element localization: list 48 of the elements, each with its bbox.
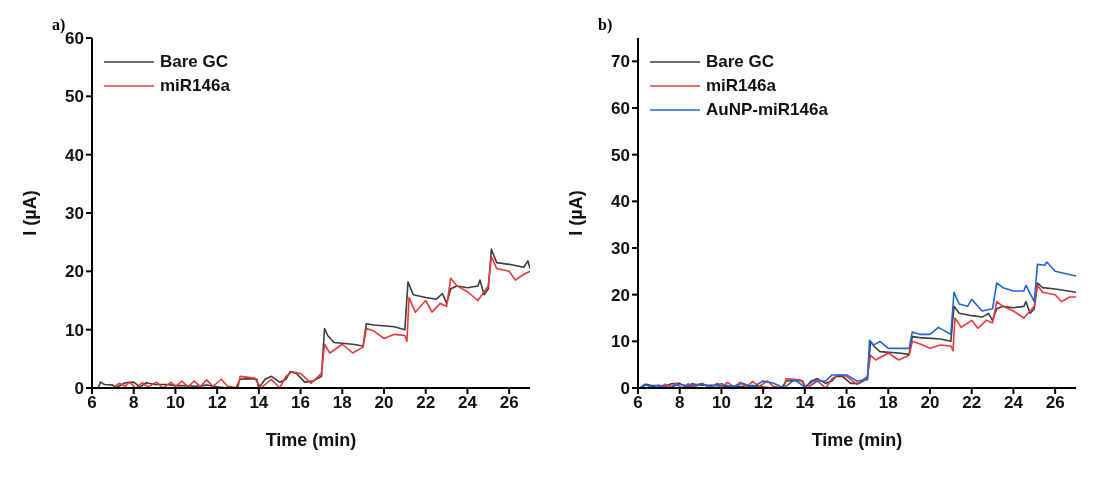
y-tick-label: 50 xyxy=(611,145,630,165)
y-tick-label: 40 xyxy=(611,192,630,212)
x-tick-label: 18 xyxy=(878,393,898,413)
x-tick-label: 14 xyxy=(795,393,815,413)
chart-title: b) xyxy=(598,16,613,34)
y-axis-title: I (µA) xyxy=(20,190,41,236)
y-tick-label: 0 xyxy=(74,379,84,399)
x-tick-label: 14 xyxy=(249,393,269,413)
y-tick-label: 20 xyxy=(65,262,84,282)
y-tick-label: 50 xyxy=(65,87,84,107)
x-tick-label: 10 xyxy=(711,393,731,413)
x-tick-label: 8 xyxy=(674,393,685,413)
x-tick-label: 20 xyxy=(920,393,940,413)
legend-label: miR146a xyxy=(160,76,230,96)
y-tick-label: 0 xyxy=(620,379,630,399)
y-tick-label: 60 xyxy=(65,29,84,49)
x-tick-label: 26 xyxy=(499,393,519,413)
x-tick-label: 24 xyxy=(457,393,478,413)
y-tick-label: 10 xyxy=(65,320,84,340)
x-tick-label: 12 xyxy=(753,393,773,413)
x-tick-label: 10 xyxy=(165,393,185,413)
x-tick-label: 24 xyxy=(1003,393,1024,413)
legend-label: Bare GC xyxy=(160,52,229,72)
x-tick-label: 12 xyxy=(207,393,227,413)
y-tick-label: 40 xyxy=(65,145,84,165)
y-tick-label: 30 xyxy=(65,204,84,224)
x-axis-title: Time (min) xyxy=(265,430,357,450)
y-tick-label: 20 xyxy=(611,285,630,305)
legend-label: Bare GC xyxy=(706,52,775,72)
x-tick-label: 16 xyxy=(837,393,857,413)
x-tick-label: 6 xyxy=(633,393,643,413)
legend-label: miR146a xyxy=(706,76,776,96)
x-tick-label: 16 xyxy=(291,393,311,413)
y-tick-label: 60 xyxy=(611,99,630,119)
x-tick-label: 20 xyxy=(374,393,394,413)
x-tick-label: 22 xyxy=(962,393,982,413)
y-tick-label: 10 xyxy=(611,332,630,352)
x-tick-label: 18 xyxy=(332,393,352,413)
x-tick-label: 6 xyxy=(87,393,97,413)
x-tick-label: 8 xyxy=(128,393,139,413)
y-tick-label: 30 xyxy=(611,239,630,259)
x-tick-label: 26 xyxy=(1045,393,1065,413)
x-axis-title: Time (min) xyxy=(811,430,903,450)
y-axis-title: I (µA) xyxy=(566,190,587,236)
chart-title: a) xyxy=(52,16,66,34)
x-tick-label: 22 xyxy=(416,393,436,413)
legend-label: AuNP-miR146a xyxy=(706,100,828,120)
y-tick-label: 70 xyxy=(611,52,630,72)
